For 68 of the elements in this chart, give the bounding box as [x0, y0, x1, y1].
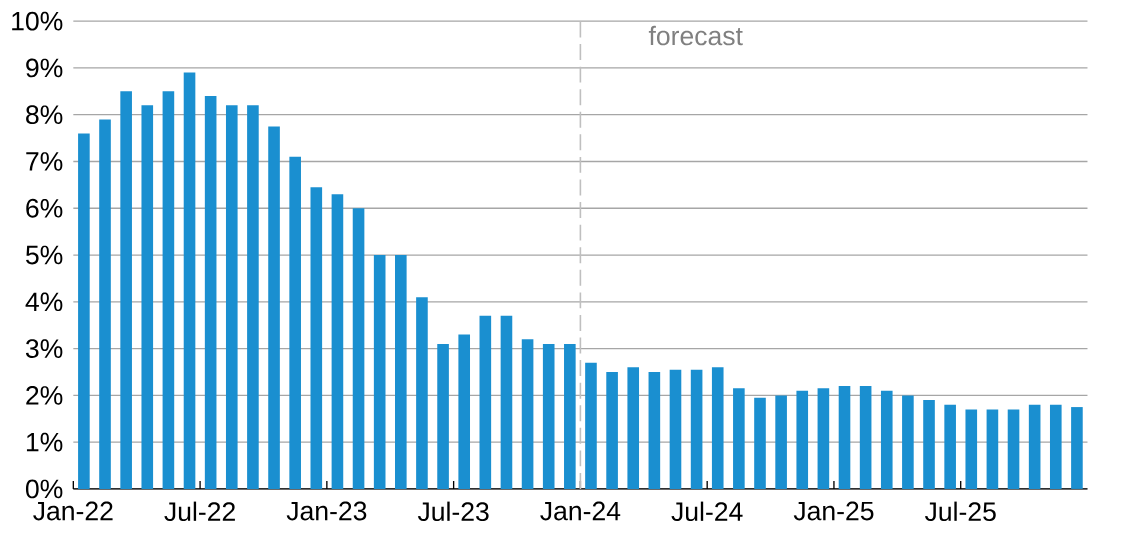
bar — [416, 297, 428, 489]
bar — [162, 91, 175, 489]
x-tick-label: Jul-25 — [924, 501, 996, 522]
x-tick-label: Jan-22 — [33, 501, 113, 521]
bar — [120, 91, 132, 489]
y-tick-label: 10% — [12, 11, 63, 31]
bar — [944, 404, 956, 489]
bar — [880, 390, 893, 489]
ref-line-label: forecast — [648, 25, 743, 46]
bar — [817, 388, 830, 489]
bar — [331, 194, 344, 489]
y-tick-label: 0% — [25, 479, 63, 499]
bar — [838, 386, 851, 489]
bar — [986, 409, 999, 489]
bar — [352, 208, 365, 489]
y-tick-label: 2% — [26, 386, 63, 405]
bar — [310, 187, 323, 489]
bar — [141, 105, 154, 489]
bar — [669, 369, 682, 489]
x-tick-label: Jul-23 — [417, 501, 489, 522]
bar — [183, 72, 196, 489]
bar — [437, 343, 449, 489]
bar — [373, 255, 386, 489]
bar — [78, 133, 90, 489]
y-tick-label: 4% — [25, 292, 63, 312]
bar — [542, 343, 555, 489]
bar — [902, 395, 914, 489]
bar — [1049, 404, 1062, 489]
bar — [775, 395, 787, 489]
bar — [395, 255, 407, 489]
bar — [733, 388, 745, 489]
y-tick-label: 7% — [26, 152, 63, 171]
bar — [289, 156, 301, 489]
bar — [521, 339, 534, 489]
bar — [204, 96, 217, 489]
bar — [711, 367, 724, 489]
x-tick-label: Jan-24 — [540, 501, 621, 521]
bar — [965, 409, 978, 489]
bar — [564, 343, 576, 489]
bar — [606, 372, 618, 489]
y-tick-label: 8% — [26, 105, 63, 125]
bar — [585, 362, 597, 489]
x-tick-label: Jan-25 — [793, 501, 874, 521]
bar — [690, 369, 703, 489]
bar — [859, 386, 872, 489]
bar — [479, 315, 492, 489]
y-tick-label: 5% — [25, 245, 63, 265]
bar — [458, 334, 471, 489]
y-tick-label: 3% — [25, 339, 63, 359]
bar — [1007, 409, 1020, 489]
x-tick-label: Jul-24 — [671, 501, 743, 522]
bar — [627, 367, 640, 489]
y-tick-label: 1% — [26, 432, 63, 452]
bar — [796, 390, 809, 489]
bar — [268, 126, 280, 489]
y-tick-label: 9% — [26, 58, 63, 78]
x-tick-label: Jan-23 — [286, 501, 367, 521]
bar — [754, 397, 766, 489]
bar — [923, 400, 935, 489]
y-tick-label: 6% — [26, 198, 63, 218]
bar — [1071, 407, 1083, 489]
bar — [1028, 404, 1041, 489]
bar — [247, 105, 259, 489]
bar — [500, 315, 513, 489]
x-tick-label: Jul-22 — [164, 501, 235, 522]
bar — [648, 372, 661, 489]
bar — [99, 119, 111, 489]
bar — [225, 105, 238, 489]
